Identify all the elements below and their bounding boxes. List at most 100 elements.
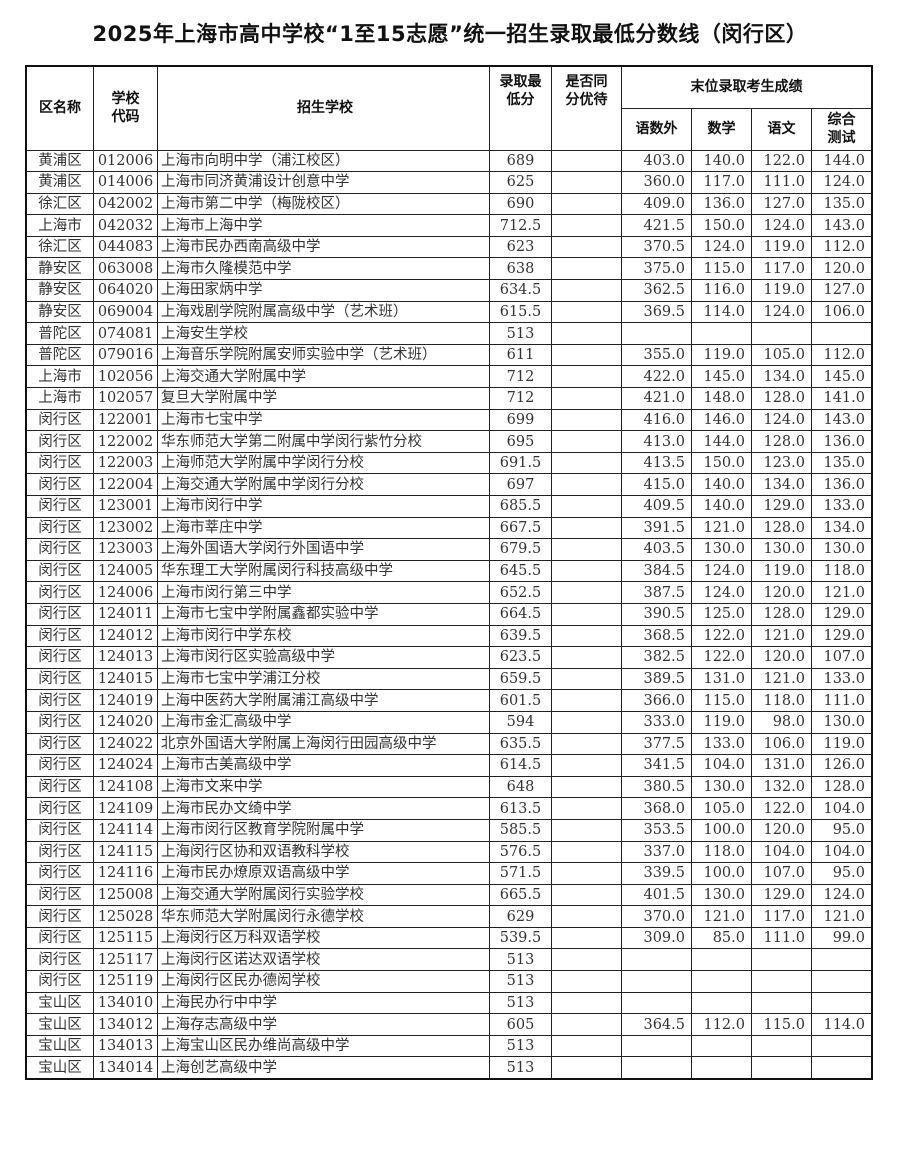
table-row: 闵行区 124011 上海市七宝中学附属鑫都实验中学 664.5 390.5 125.0 1… [25, 602, 873, 626]
table-row: 闵行区 124114 上海市闵行区教育学院附属中学 585.5 353.5 100.0 12… [25, 818, 873, 842]
header-last-admitted-scores: 末位录取考生成绩 [621, 65, 873, 109]
header-yushuwai: 语数外 [621, 107, 692, 151]
school-name-cell: 上海创艺高级中学 [157, 1056, 490, 1080]
school-name-cell: 上海市第二中学（梅陇校区） [157, 192, 490, 216]
yushuwai-score-cell: 370.5 [621, 235, 692, 259]
min-score-cell: 513 [489, 322, 552, 345]
comprehensive-score-cell: 133.0 [811, 495, 873, 518]
header-comprehensive-text: 综合测试 [827, 112, 856, 146]
district-cell: 黄浦区 [25, 171, 94, 194]
yushuwai-score-cell: 415.0 [621, 473, 692, 496]
school-code-cell: 124114 [93, 818, 158, 842]
table-row: 闵行区 124115 上海闵行区协和双语教科学校 576.5 337.0 118.0 104… [25, 840, 873, 864]
district-cell: 闵行区 [25, 948, 94, 972]
math-score-cell: 121.0 [691, 516, 752, 540]
math-score-cell: 122.0 [691, 646, 752, 669]
math-score-cell: 136.0 [691, 192, 752, 216]
math-score-cell [691, 948, 752, 972]
math-score-cell: 124.0 [691, 581, 752, 604]
header-math: 数学 [691, 107, 752, 151]
chinese-score-cell: 131.0 [751, 754, 812, 777]
comprehensive-score-cell: 120.0 [811, 257, 873, 281]
admission-score-table: 区名称 学校代码 招生学校 录取最低分 是否同分优待 末位录取考生成绩 语数外 … [25, 65, 873, 1081]
chinese-score-cell: 124.0 [751, 214, 812, 237]
comprehensive-score-cell: 143.0 [811, 214, 873, 237]
tie-priority-cell [551, 646, 622, 669]
table-row: 闵行区 124006 上海市闵行第三中学 652.5 387.5 124.0 120.0 12… [25, 581, 873, 604]
chinese-score-cell: 117.0 [751, 905, 812, 928]
min-score-cell: 645.5 [489, 559, 552, 583]
min-score-cell: 697 [489, 473, 552, 496]
chinese-score-cell [751, 948, 812, 972]
district-cell: 闵行区 [25, 538, 94, 561]
school-code-cell: 122003 [93, 451, 158, 475]
district-cell: 闵行区 [25, 905, 94, 928]
school-code-cell: 042002 [93, 192, 158, 216]
tie-priority-cell [551, 1034, 622, 1058]
district-cell: 静安区 [25, 300, 94, 324]
school-code-cell: 123002 [93, 516, 158, 540]
min-score-cell: 667.5 [489, 516, 552, 540]
district-cell: 闵行区 [25, 559, 94, 583]
district-cell: 闵行区 [25, 473, 94, 496]
school-name-cell: 上海安生学校 [157, 322, 490, 345]
min-score-cell: 585.5 [489, 818, 552, 842]
chinese-score-cell: 105.0 [751, 343, 812, 367]
district-cell: 闵行区 [25, 667, 94, 691]
comprehensive-score-cell [811, 1034, 873, 1058]
comprehensive-score-cell: 112.0 [811, 343, 873, 367]
tie-priority-cell [551, 689, 622, 712]
math-score-cell: 148.0 [691, 387, 752, 410]
min-score-cell: 571.5 [489, 862, 552, 885]
school-name-cell: 上海市上海中学 [157, 214, 490, 237]
table-row: 宝山区 134010 上海民办行中中学 513 [25, 991, 873, 1015]
school-name-cell: 上海市民办文绮中学 [157, 797, 490, 820]
school-code-cell: 125028 [93, 905, 158, 928]
comprehensive-score-cell: 135.0 [811, 192, 873, 216]
tie-priority-cell [551, 559, 622, 583]
yushuwai-score-cell: 380.5 [621, 775, 692, 799]
tie-priority-cell [551, 495, 622, 518]
chinese-score-cell: 129.0 [751, 883, 812, 907]
school-code-cell: 124013 [93, 646, 158, 669]
chinese-score-cell: 117.0 [751, 257, 812, 281]
comprehensive-score-cell: 130.0 [811, 710, 873, 734]
min-score-cell: 539.5 [489, 926, 552, 950]
comprehensive-score-cell: 141.0 [811, 387, 873, 410]
math-score-cell [691, 1034, 752, 1058]
table-row: 闵行区 124109 上海市民办文绮中学 613.5 368.0 105.0 122.0 10… [25, 797, 873, 820]
math-score-cell: 144.0 [691, 430, 752, 453]
comprehensive-score-cell: 124.0 [811, 171, 873, 194]
school-code-cell: 124024 [93, 754, 158, 777]
district-cell: 徐汇区 [25, 235, 94, 259]
comprehensive-score-cell: 99.0 [811, 926, 873, 950]
comprehensive-score-cell: 95.0 [811, 818, 873, 842]
table-row: 闵行区 123001 上海市闵行中学 685.5 409.5 140.0 129.0 133.… [25, 495, 873, 518]
comprehensive-score-cell: 121.0 [811, 905, 873, 928]
table-row: 普陀区 079016 上海音乐学院附属安师实验中学（艺术班） 611 355.0 119.… [25, 343, 873, 367]
yushuwai-score-cell: 421.5 [621, 214, 692, 237]
table-row: 闵行区 124024 上海市古美高级中学 614.5 341.5 104.0 131.0 12… [25, 754, 873, 777]
tie-priority-cell [551, 538, 622, 561]
school-code-cell: 014006 [93, 171, 158, 194]
page-title: 2025年上海市高中学校“1至15志愿”统一招生录取最低分数线（闵行区） [92, 22, 808, 46]
table-row: 闵行区 122001 上海市七宝中学 699 416.0 146.0 124.0 143.0 [25, 408, 873, 432]
tie-priority-cell [551, 171, 622, 194]
min-score-cell: 690 [489, 192, 552, 216]
comprehensive-score-cell [811, 322, 873, 345]
school-code-cell: 134014 [93, 1056, 158, 1080]
min-score-cell: 601.5 [489, 689, 552, 712]
tie-priority-cell [551, 516, 622, 540]
school-name-cell: 上海市闵行区实验高级中学 [157, 646, 490, 669]
tie-priority-cell [551, 775, 622, 799]
yushuwai-score-cell: 364.5 [621, 1013, 692, 1036]
district-cell: 宝山区 [25, 1013, 94, 1036]
tie-priority-cell [551, 279, 622, 302]
yushuwai-score-cell: 309.0 [621, 926, 692, 950]
chinese-score-cell: 129.0 [751, 495, 812, 518]
tie-priority-cell [551, 991, 622, 1015]
min-score-cell: 605 [489, 1013, 552, 1036]
school-name-cell: 上海宝山区民办维尚高级中学 [157, 1034, 490, 1058]
math-score-cell: 133.0 [691, 732, 752, 756]
school-code-cell: 124005 [93, 559, 158, 583]
